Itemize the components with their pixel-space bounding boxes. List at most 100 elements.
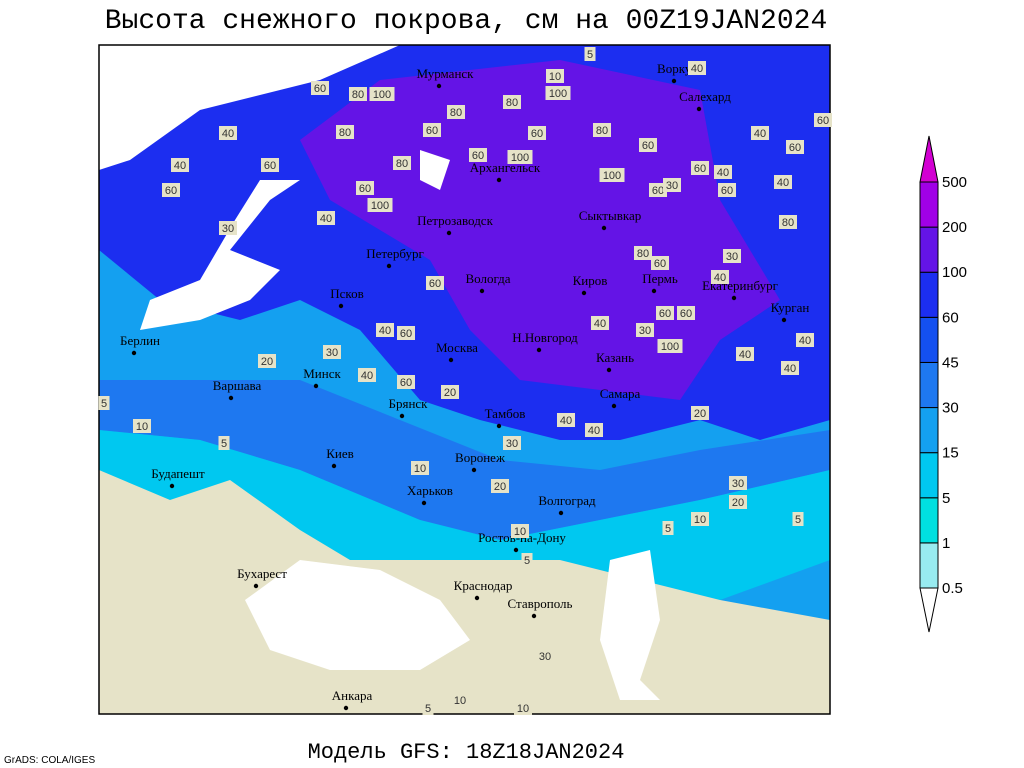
city-label: Н.Новгород — [512, 330, 578, 345]
contour-label: 60 — [680, 308, 692, 320]
city-label: Петербург — [366, 246, 424, 261]
contour-label: 10 — [136, 421, 148, 433]
contour-label: 10 — [454, 695, 466, 707]
city-dot — [601, 225, 607, 231]
contour-label: 40 — [754, 128, 766, 140]
contour-label-bg — [663, 178, 681, 192]
city-label: Курган — [771, 300, 810, 315]
contour-label-bg — [691, 406, 709, 420]
contour-label-bg — [751, 126, 769, 140]
city-label: Берлин — [120, 333, 160, 348]
contour-label: 100 — [373, 89, 391, 101]
city-label: Тамбов — [485, 406, 526, 421]
contour-label: 60 — [400, 328, 412, 340]
city-dot — [496, 177, 502, 183]
contour-label: 40 — [320, 213, 332, 225]
contour-label: 80 — [450, 107, 462, 119]
city-label: Вологда — [465, 271, 510, 286]
contour-label-bg — [426, 276, 444, 290]
contour-label-bg — [677, 306, 695, 320]
contour-label: 40 — [691, 63, 703, 75]
labels: Мурманск ВоркутаСалехардАрхангельскСыктыв… — [98, 47, 832, 715]
contour-label-bg — [649, 183, 667, 197]
contour-label: 60 — [817, 115, 829, 127]
city-dot — [331, 463, 337, 469]
city-label: Киров — [573, 273, 608, 288]
city-label: Бухарест — [237, 566, 287, 581]
contour-label-bg — [718, 183, 736, 197]
contour-label: 20 — [444, 387, 456, 399]
colorbar-box — [919, 271, 939, 318]
contour-label: 40 — [784, 363, 796, 375]
contour-label-bg — [447, 105, 465, 119]
contour-label-bg — [507, 150, 533, 164]
city-dot — [611, 403, 617, 409]
contour-label: 80 — [596, 125, 608, 137]
city-label: Киев — [326, 446, 354, 461]
contour-label-bg — [729, 476, 747, 490]
colorbar-label: 200 — [942, 219, 967, 236]
contour-label: 100 — [371, 200, 389, 212]
contour-label: 60 — [165, 185, 177, 197]
contour-label: 100 — [549, 88, 567, 100]
city-dot — [448, 357, 454, 363]
contour-label-bg — [639, 138, 657, 152]
contour-label-bg — [585, 423, 603, 437]
contour-label-bg — [651, 256, 669, 270]
contour-label: 40 — [739, 349, 751, 361]
contour-label: 80 — [506, 97, 518, 109]
contour-label-bg — [779, 215, 797, 229]
city-label: Брянск — [389, 396, 429, 411]
contour-label: 60 — [694, 163, 706, 175]
contour-label: 20 — [694, 408, 706, 420]
contour-label-bg — [219, 126, 237, 140]
city-label: Краснодар — [454, 578, 513, 593]
contour-label: 40 — [714, 272, 726, 284]
map — [99, 45, 830, 714]
contour-label: 40 — [799, 335, 811, 347]
city-dot — [471, 467, 477, 473]
contour-label: 60 — [789, 142, 801, 154]
city-label: Сыктывкар — [579, 208, 642, 223]
contour-label: 20 — [732, 497, 744, 509]
contour-label-bg — [133, 419, 151, 433]
contour-label-bg — [599, 168, 625, 182]
contour-label-bg — [503, 95, 521, 109]
city-dot — [169, 483, 175, 489]
contour-label-bg — [781, 361, 799, 375]
city-dot — [421, 500, 427, 506]
city-label: Харьков — [407, 483, 453, 498]
contour-label-bg — [411, 461, 429, 475]
contour-label-bg — [491, 479, 509, 493]
contour-label: 60 — [652, 185, 664, 197]
city-dot — [436, 83, 442, 89]
contour-label: 40 — [777, 177, 789, 189]
city-dot — [474, 595, 480, 601]
colorbar-box — [919, 407, 939, 454]
contour-label: 80 — [782, 217, 794, 229]
colorbar-label: 60 — [942, 309, 959, 326]
contour-label-bg — [162, 183, 180, 197]
contour-label: 20 — [261, 356, 273, 368]
city-dot — [531, 613, 537, 619]
contour-label: 5 — [425, 703, 431, 715]
contour-label-bg — [662, 521, 674, 535]
contour-label-bg — [736, 347, 754, 361]
colorbar-label: 30 — [942, 400, 959, 417]
contour-label: 80 — [352, 89, 364, 101]
contour-label: 10 — [694, 514, 706, 526]
city-label: Мурманск — [417, 66, 475, 81]
contour-label-bg — [219, 221, 237, 235]
city-label: Будапешт — [151, 466, 205, 481]
colorbar-label: 15 — [942, 445, 959, 462]
contour-label: 5 — [587, 49, 593, 61]
contour-label-bg — [311, 81, 329, 95]
city-label: Псков — [330, 286, 363, 301]
contour-label-bg — [591, 316, 609, 330]
contour-label: 40 — [361, 370, 373, 382]
contour-label: 60 — [659, 308, 671, 320]
city-dot — [781, 317, 787, 323]
colorbar-label: 45 — [942, 354, 959, 371]
colorbar-label: 100 — [942, 264, 967, 281]
